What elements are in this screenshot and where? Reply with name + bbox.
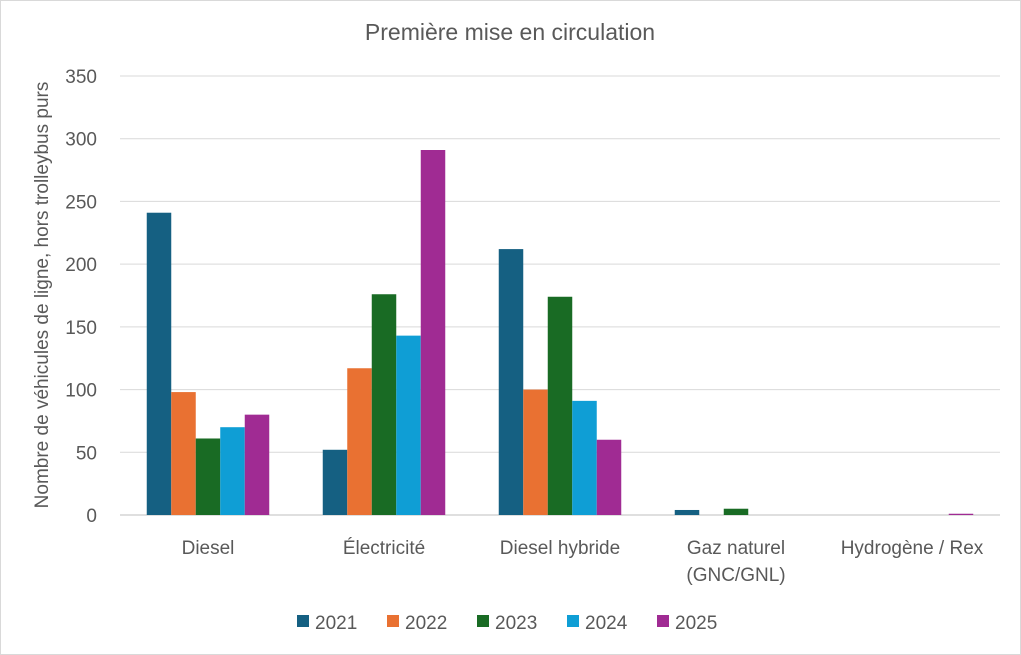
bar-2023-1	[371, 294, 397, 515]
legend-item-2024: 2024	[567, 613, 628, 634]
x-tick-label: Diesel hybride	[500, 538, 620, 559]
bar-2021-0	[146, 212, 172, 515]
legend-label: 2024	[585, 613, 628, 634]
legend-swatch	[297, 615, 309, 627]
y-tick-label: 150	[65, 318, 97, 339]
bar-2025-0	[244, 414, 270, 515]
bar-2024-0	[220, 427, 245, 515]
legend-item-2025: 2025	[657, 613, 717, 634]
bar-2021-2	[498, 249, 524, 515]
y-tick-labels: 0 50 100 150 200 250 300 350	[65, 67, 97, 527]
bar-2021-1	[322, 449, 348, 515]
legend-swatch	[387, 615, 399, 627]
legend-swatch	[567, 615, 579, 627]
y-tick-label: 200	[65, 255, 97, 276]
bar-2025-1	[420, 150, 446, 515]
legend-swatch	[477, 615, 489, 627]
bar-2022-2	[523, 389, 548, 515]
bar-2024-2	[572, 400, 597, 515]
bar-2021-3	[674, 509, 700, 515]
y-tick-label: 0	[86, 506, 97, 527]
chart-title: Première mise en circulation	[365, 19, 655, 45]
legend-label: 2025	[675, 613, 717, 634]
y-tick-label: 50	[76, 443, 97, 464]
bar-2025-4	[948, 513, 974, 515]
bar-2024-1	[396, 335, 421, 515]
x-tick-label: Électricité	[343, 538, 425, 559]
legend-item-2023: 2023	[477, 613, 537, 634]
x-tick-label: Gaz naturel	[687, 538, 785, 559]
bar-2023-0	[195, 438, 221, 515]
x-tick-labels: Diesel Électricité Diesel hybride Gaz natur…	[182, 538, 984, 586]
legend-swatch	[657, 615, 669, 627]
legend-label: 2023	[495, 613, 537, 634]
bar-2025-2	[596, 439, 622, 515]
legend-label: 2022	[405, 613, 447, 634]
bar-2023-2	[547, 296, 573, 515]
legend-item-2022: 2022	[387, 613, 447, 634]
bar-2022-1	[347, 368, 372, 515]
y-tick-label: 350	[65, 67, 97, 88]
x-tick-label: Hydrogène / Rex	[841, 538, 984, 559]
bar-2023-3	[723, 508, 749, 515]
x-tick-label: (GNC/GNL)	[686, 565, 785, 586]
x-tick-label: Diesel	[182, 538, 235, 559]
bars	[146, 150, 974, 515]
y-tick-label: 300	[65, 130, 97, 151]
y-axis-label: Nombre de véhicules de ligne, hors troll…	[32, 82, 53, 509]
bar-2022-0	[171, 392, 196, 515]
legend-item-2021: 2021	[297, 613, 357, 634]
y-tick-label: 250	[65, 192, 97, 213]
y-tick-label: 100	[65, 381, 97, 402]
legend: 2021 2022 2023 2024 2025	[297, 613, 717, 634]
legend-label: 2021	[315, 613, 357, 634]
